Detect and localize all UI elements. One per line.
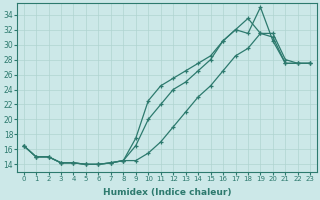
X-axis label: Humidex (Indice chaleur): Humidex (Indice chaleur)	[103, 188, 231, 197]
